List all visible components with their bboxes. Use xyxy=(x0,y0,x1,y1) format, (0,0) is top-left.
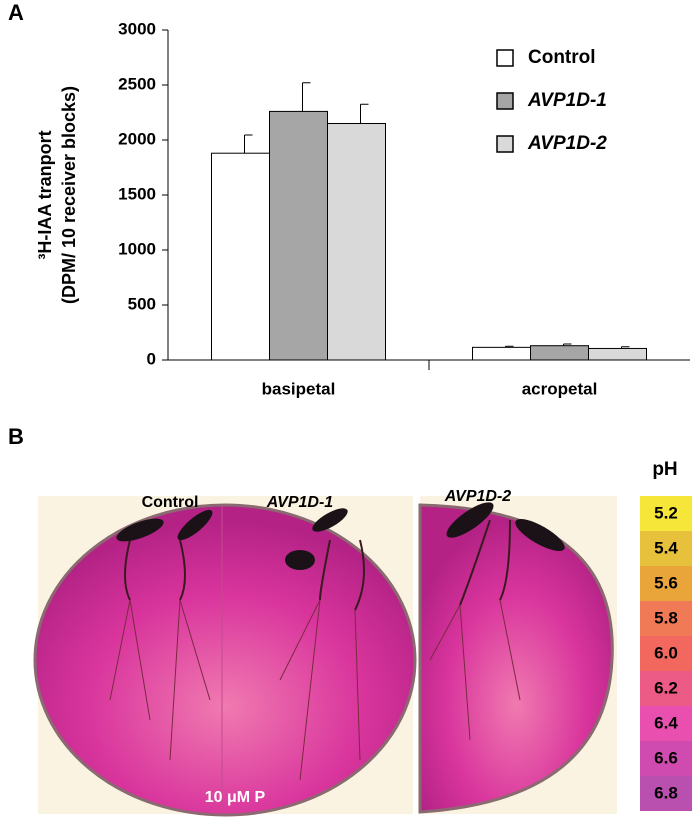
bar xyxy=(472,346,531,361)
bar xyxy=(530,345,589,361)
photo-label: Control xyxy=(142,494,199,511)
legend-label: Control xyxy=(528,47,596,68)
panel-label: B xyxy=(8,424,24,449)
legend-label: AVP1D-2 xyxy=(527,133,607,154)
ph-label: 6.8 xyxy=(654,783,678,802)
bar xyxy=(327,123,386,361)
seedlings xyxy=(109,519,521,781)
ph-label: 5.4 xyxy=(654,538,678,557)
ph-swatch xyxy=(640,671,692,706)
error-bar xyxy=(244,134,253,154)
ph-label: 5.2 xyxy=(654,503,678,522)
error-bar xyxy=(505,345,514,348)
photo-label: AVP1D-2 xyxy=(444,488,511,505)
x-tick-label: acropetal xyxy=(522,379,598,398)
panel-label: A xyxy=(8,0,24,25)
bar xyxy=(269,110,328,361)
treatment-label: 10 μM P xyxy=(205,789,266,806)
ph-label: 6.0 xyxy=(654,643,678,662)
petri-dish xyxy=(33,503,417,817)
ph-swatch xyxy=(640,636,692,671)
ph-swatch xyxy=(640,566,692,601)
y-tick-label: 1500 xyxy=(118,184,156,203)
ph-swatch xyxy=(640,706,692,741)
error-bar xyxy=(621,346,630,349)
bar xyxy=(588,347,647,361)
y-tick-label: 500 xyxy=(128,294,156,313)
bar xyxy=(211,152,270,361)
legend-label: AVP1D-1 xyxy=(527,90,607,111)
legend-swatch xyxy=(496,49,514,67)
y-tick-label: 2000 xyxy=(118,129,156,148)
ph-label: 6.6 xyxy=(654,748,678,767)
ph-label: 5.6 xyxy=(654,573,678,592)
legend-swatch xyxy=(496,135,514,153)
ph-swatch xyxy=(640,531,692,566)
error-bar xyxy=(563,343,572,346)
ph-swatch xyxy=(640,601,692,636)
ph-swatch xyxy=(640,741,692,776)
y-axis-title: ³H-IAA tranport (DPM/ 10 receiver blocks… xyxy=(35,86,79,304)
y-tick-label: 1000 xyxy=(118,239,156,258)
error-bar xyxy=(302,82,311,112)
y-tick-label: 3000 xyxy=(118,19,156,38)
x-tick-label: basipetal xyxy=(262,379,336,398)
ph-swatch xyxy=(640,496,692,531)
ph-title: pH xyxy=(652,459,677,480)
y-title-line: ³H-IAA tranport xyxy=(35,130,55,259)
photo-label: AVP1D-1 xyxy=(266,494,333,511)
ph-swatch xyxy=(640,776,692,811)
y-tick-label: 0 xyxy=(147,349,156,368)
ph-label: 5.8 xyxy=(654,608,678,627)
leaves xyxy=(116,502,565,570)
error-bar xyxy=(360,103,369,124)
legend-swatch xyxy=(496,92,514,110)
ph-label: 6.4 xyxy=(654,713,678,732)
ph-label: 6.2 xyxy=(654,678,678,697)
y-title-line: (DPM/ 10 receiver blocks) xyxy=(59,86,79,304)
y-tick-label: 2500 xyxy=(118,74,156,93)
